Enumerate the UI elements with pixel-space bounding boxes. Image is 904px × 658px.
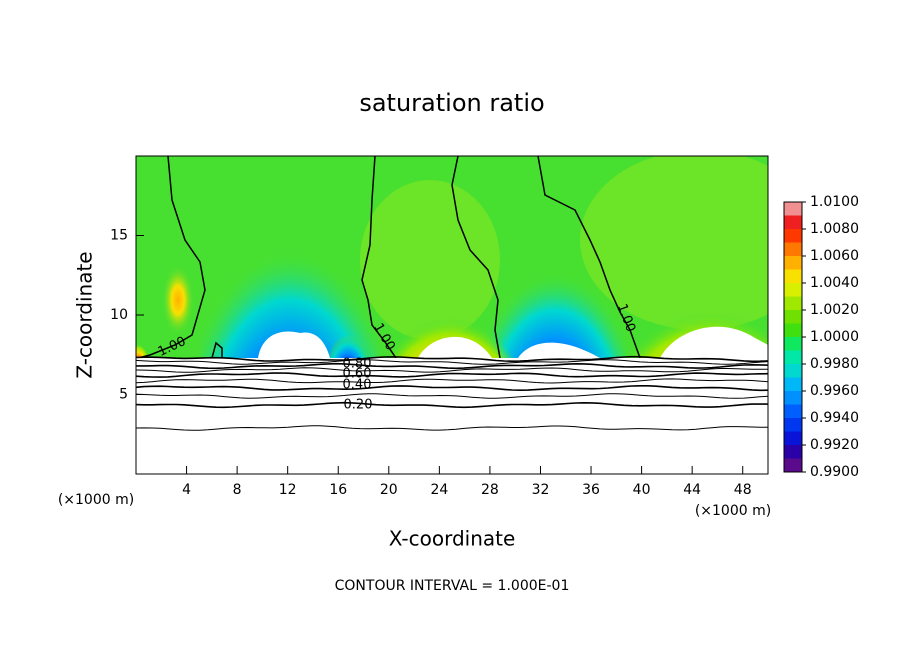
colorbar-band (784, 337, 802, 351)
y-axis-title: Z-coordinate (73, 251, 97, 378)
colorbar-band (784, 269, 802, 283)
x-unit-right: (×1000 m) (695, 503, 771, 519)
colorbar-label: 0.9960 (810, 383, 859, 399)
colorbar-label: 0.9920 (810, 437, 859, 453)
x-unit-left: (×1000 m) (58, 492, 134, 508)
colorbar-band (784, 296, 802, 310)
contour-label: 0.20 (344, 398, 373, 413)
x-tick-label: 48 (734, 482, 752, 498)
y-tick-label: 5 (119, 387, 128, 403)
x-tick-label: 36 (582, 482, 600, 498)
x-tick-label: 32 (532, 482, 550, 498)
chart-title: saturation ratio (359, 89, 544, 117)
colorbar-label: 0.9900 (810, 464, 859, 480)
colorbar-label: 1.0000 (810, 329, 859, 345)
contour-line (135, 372, 769, 378)
x-tick-label: 4 (182, 482, 191, 498)
colorbar-label: 0.9980 (810, 356, 859, 372)
colorbar-band (784, 323, 802, 337)
x-tick-label: 12 (279, 482, 297, 498)
field (136, 156, 768, 358)
contour-line (135, 378, 769, 384)
colorbar-band (784, 202, 802, 216)
x-tick-label: 16 (329, 482, 347, 498)
colorbar-band (784, 445, 802, 459)
contour-line (135, 425, 768, 431)
footnote: CONTOUR INTERVAL = 1.000E-01 (335, 578, 570, 594)
x-tick-label: 44 (683, 482, 701, 498)
colorbar-label: 1.0060 (810, 248, 859, 264)
contour-line (135, 367, 769, 373)
colorbar-band (784, 229, 802, 243)
contour-line (135, 359, 769, 365)
colorbar-band (784, 418, 802, 432)
colorbar-band (784, 283, 802, 297)
colorbar-band (784, 215, 802, 229)
contour-line (136, 362, 769, 370)
contour-line (135, 401, 769, 409)
colorbar-label: 1.0100 (810, 194, 859, 210)
colorbar-band (784, 458, 802, 472)
colorbar-band (784, 377, 802, 391)
x-tick-label: 20 (380, 482, 398, 498)
contour-label: 0.80 (343, 357, 372, 372)
colorbar-band (784, 350, 802, 364)
contour-label: 0.40 (343, 378, 372, 393)
contour-line (135, 393, 769, 399)
contour-lines (135, 355, 769, 431)
colorbar-band (784, 391, 802, 405)
colorbar-label: 1.0040 (810, 275, 859, 291)
colorbar-label: 1.0080 (810, 221, 859, 237)
x-tick-label: 8 (233, 482, 242, 498)
y-tick-label: 15 (110, 228, 128, 244)
x-tick-label: 28 (481, 482, 499, 498)
colorbar-band (784, 310, 802, 324)
colorbar-band (784, 242, 802, 256)
colorbar-band (784, 404, 802, 418)
contour-label: 0.60 (343, 367, 372, 382)
x-axis-title: X-coordinate (389, 527, 516, 551)
colorbar-band (784, 256, 802, 270)
colorbar-band (784, 431, 802, 445)
x-tick-label: 24 (430, 482, 448, 498)
colorbar-label: 1.0020 (810, 302, 859, 318)
x-tick-label: 40 (633, 482, 651, 498)
contour-line (135, 385, 769, 392)
colorbar-label: 0.9940 (810, 410, 859, 426)
y-tick-label: 10 (110, 307, 128, 323)
contour-line (135, 355, 769, 363)
colorbar-band (784, 364, 802, 378)
lower-region (136, 358, 768, 474)
